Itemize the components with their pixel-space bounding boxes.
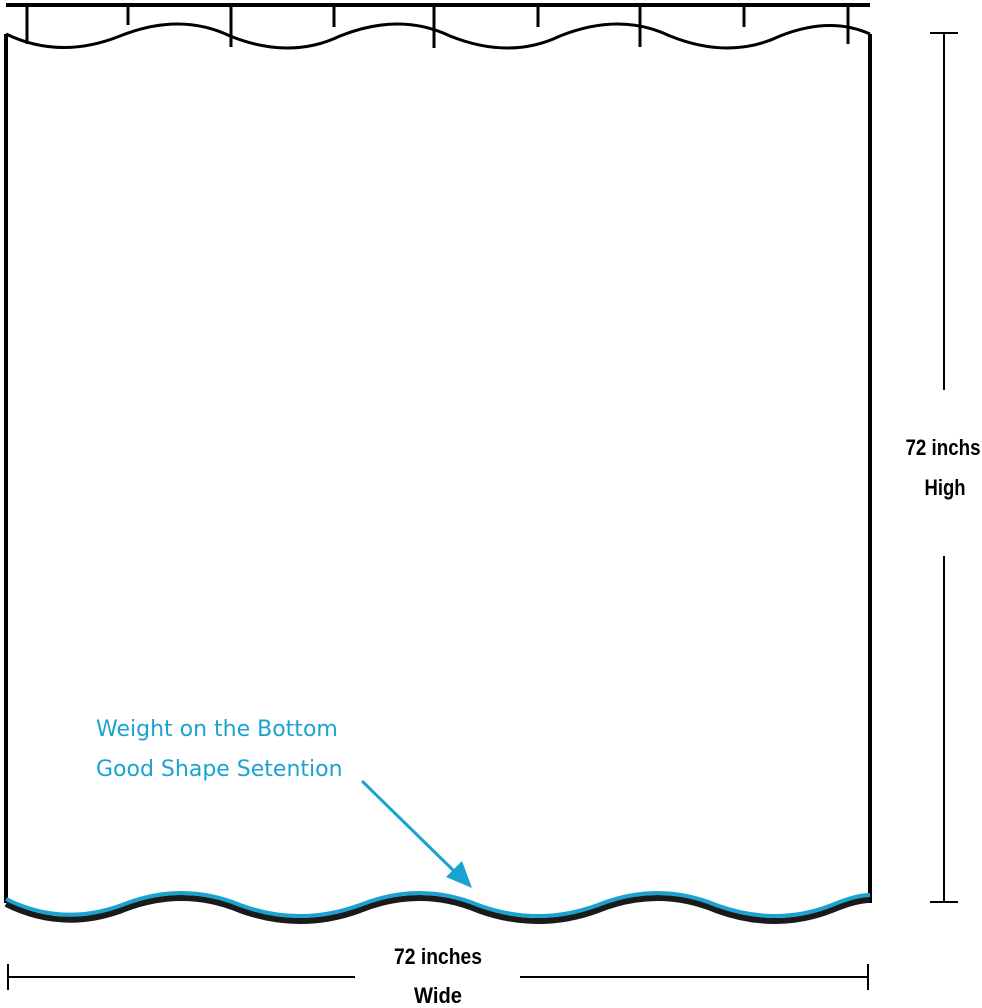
callout-arrow-head — [446, 861, 472, 888]
curtain-top-edge — [5, 22, 871, 50]
width-value-label: 72 inches — [394, 944, 482, 969]
weighted-bottom-hem-outline — [4, 895, 871, 924]
width-dimension — [7, 964, 869, 990]
height-value-label: 72 inchs — [906, 435, 981, 460]
height-unit-label: High — [925, 475, 966, 500]
height-dimension — [930, 32, 958, 903]
width-unit-label: Wide — [414, 983, 462, 1008]
callout-arrow — [360, 779, 472, 888]
callout-arrow-shaft — [360, 779, 457, 874]
curtain-hooks — [25, 5, 850, 48]
callout-line-2: Good Shape Setention — [96, 757, 343, 782]
callout-line-1: Weight on the Bottom — [96, 717, 338, 742]
weighted-bottom-hem — [5, 891, 871, 918]
